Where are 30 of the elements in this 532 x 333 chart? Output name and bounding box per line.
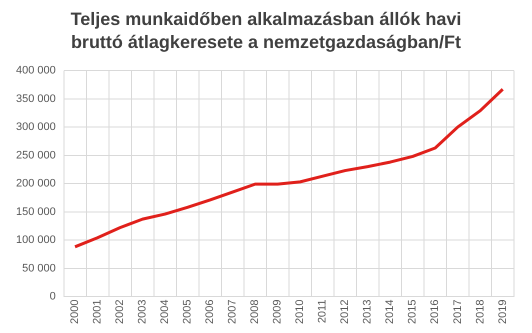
y-tick-label: 250 000 [16,149,56,162]
x-tick-label: 2009 [272,300,284,324]
x-tick-label: 2007 [226,300,239,324]
x-tick-label: 2011 [316,300,329,324]
x-tick-label: 2002 [114,300,126,324]
y-tick-label: 100 000 [16,234,56,246]
y-tick-label: 50 000 [22,262,56,274]
x-tick-label: 2003 [136,300,149,324]
x-tick-label: 2018 [474,300,486,324]
x-tick-label: 2012 [339,300,352,324]
x-tick-label: 2013 [362,300,374,324]
chart-title: Teljes munkaidőben alkalmazásban állók havi bruttó átlagkeresete a nemzetgazdaságban/Ft [70,8,462,54]
y-tick-label: 350 000 [16,92,56,105]
y-tick-label: 400 000 [16,64,56,77]
x-tick-label: 2005 [182,300,194,324]
y-tick-label: 0 [50,290,56,303]
y-tick-label: 150 000 [16,206,56,218]
y-tick-label: 300 000 [16,121,56,134]
x-tick-label: 2014 [384,300,396,324]
x-tick-label: 2006 [204,300,216,324]
x-tick-label: 2015 [406,300,419,324]
x-tick-label: 2010 [294,300,306,324]
y-tick-label: 200 000 [16,178,56,190]
x-tick-label: 2001 [92,300,104,324]
x-tick-label: 2016 [429,300,442,324]
x-tick-label: 2017 [452,300,464,324]
x-tick-label: 2004 [159,300,172,324]
x-tick-label: 2000 [69,300,82,324]
x-tick-label: 2019 [496,300,509,324]
x-tick-label: 2008 [249,300,262,324]
